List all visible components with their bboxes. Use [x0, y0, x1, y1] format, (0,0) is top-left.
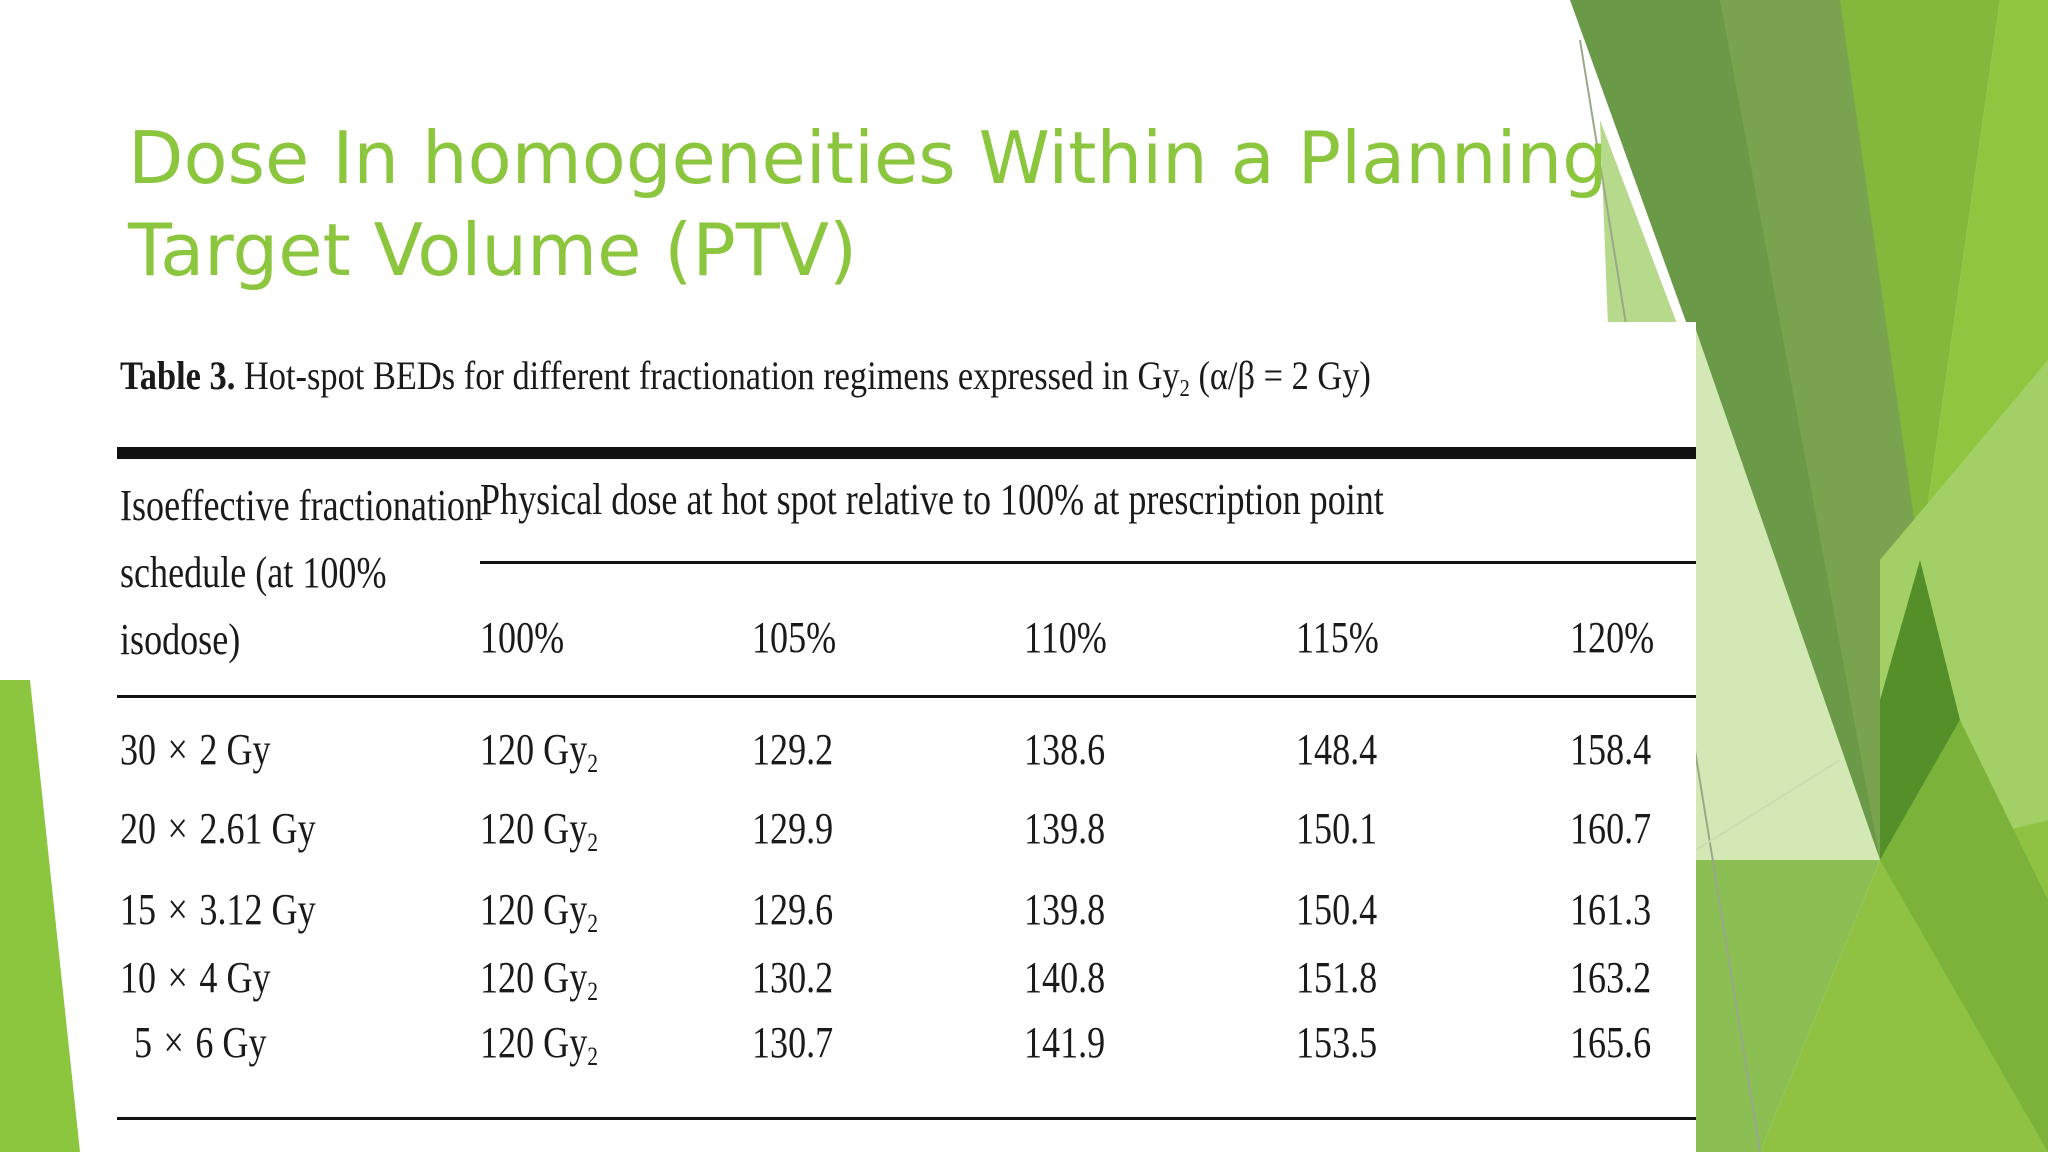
- table-cell: 139.8: [1024, 804, 1106, 853]
- dose-per-fraction: 3.12 Gy: [199, 885, 316, 934]
- green-facet: [1880, 720, 2048, 1152]
- times-sign: ×: [167, 725, 188, 774]
- spanning-header: Physical dose at hot spot relative to 10…: [480, 475, 1384, 524]
- table-cell: 120 Gy2: [480, 1018, 599, 1071]
- table-cell: 120 Gy2: [480, 953, 599, 1006]
- dose-per-fraction: 2 Gy: [199, 725, 271, 774]
- table-caption: Table 3. Hot-spot BEDs for different fra…: [120, 352, 1371, 403]
- times-sign: ×: [167, 885, 188, 934]
- table-cell: 130.7: [752, 1018, 834, 1067]
- table-cell: 158.4: [1570, 725, 1652, 774]
- caption-subscript: 2: [1179, 376, 1190, 403]
- row-label: 10 × 4 Gy: [120, 952, 271, 1003]
- column-header: 105%: [752, 613, 837, 662]
- table-cell: 160.7: [1570, 804, 1652, 853]
- top-rule: [117, 447, 1696, 459]
- table-cell: 141.9: [1024, 1018, 1106, 1067]
- times-sign: ×: [163, 1018, 184, 1067]
- caption-ratio: (α/β = 2 Gy): [1198, 353, 1371, 398]
- table-cell: 129.6: [752, 885, 834, 934]
- stub-header-line: Isoeffective fractionation: [120, 481, 483, 530]
- fraction-count: 20: [120, 804, 157, 853]
- header-subrule: [480, 561, 1696, 564]
- green-facet: [0, 680, 80, 1152]
- stub-header: Isoeffective fractionation schedule (at …: [120, 472, 483, 673]
- caption-text: Hot-spot BEDs for different fractionatio…: [243, 353, 1180, 398]
- green-facet: [1840, 0, 2000, 560]
- column-header: 110%: [1024, 613, 1107, 662]
- row-label: 15 × 3.12 Gy: [120, 884, 316, 935]
- dose-per-fraction: 2.61 Gy: [199, 804, 316, 853]
- row-label: 5 × 6 Gy: [134, 1017, 267, 1068]
- table-cell: 153.5: [1296, 1018, 1378, 1067]
- table-cell: 139.8: [1024, 885, 1106, 934]
- fraction-count: 5: [134, 1018, 153, 1067]
- title-line-2: Target Volume (PTV): [128, 208, 858, 292]
- fraction-count: 30: [120, 725, 157, 774]
- stub-header-line: isodose): [120, 615, 241, 664]
- times-sign: ×: [167, 953, 188, 1002]
- table-cell: 120 Gy2: [480, 804, 599, 857]
- row-label: 30 × 2 Gy: [120, 724, 271, 775]
- row-label: 20 × 2.61 Gy: [120, 803, 316, 854]
- column-header: 100%: [480, 613, 565, 662]
- table-cell: 129.2: [752, 725, 834, 774]
- table-cell: 163.2: [1570, 953, 1652, 1002]
- bottom-rule: [117, 1117, 1696, 1120]
- table-cell: 129.9: [752, 804, 834, 853]
- table-cell: 165.6: [1570, 1018, 1652, 1067]
- table-cell: 120 Gy2: [480, 885, 599, 938]
- green-facet: [1696, 330, 1880, 860]
- slide-title: Dose In homogeneities Within a Planning …: [128, 112, 1608, 296]
- column-header: 120%: [1570, 613, 1655, 662]
- table-figure: Table 3. Hot-spot BEDs for different fra…: [112, 322, 1696, 1152]
- times-sign: ×: [167, 804, 188, 853]
- green-facet: [1720, 0, 1920, 860]
- table-cell: 148.4: [1296, 725, 1378, 774]
- green-facet: [1880, 560, 1960, 860]
- table-cell: 150.4: [1296, 885, 1378, 934]
- header-rule: [117, 695, 1696, 698]
- column-header: 115%: [1296, 613, 1379, 662]
- table-cell: 151.8: [1296, 953, 1378, 1002]
- table-cell: 130.2: [752, 953, 834, 1002]
- fraction-count: 10: [120, 953, 157, 1002]
- title-line-1: Dose In homogeneities Within a Planning: [128, 116, 1608, 200]
- caption-label: Table 3.: [120, 353, 236, 398]
- table-cell: 140.8: [1024, 953, 1106, 1002]
- decor-line: [1695, 759, 1841, 851]
- table-cell: 138.6: [1024, 725, 1106, 774]
- table-cell: 161.3: [1570, 885, 1652, 934]
- table-cell: 150.1: [1296, 804, 1378, 853]
- dose-per-fraction: 6 Gy: [195, 1018, 267, 1067]
- fraction-count: 15: [120, 885, 157, 934]
- dose-per-fraction: 4 Gy: [199, 953, 271, 1002]
- green-facet: [1920, 0, 2048, 560]
- stub-header-line: schedule (at 100%: [120, 548, 387, 597]
- table-cell: 120 Gy2: [480, 725, 599, 778]
